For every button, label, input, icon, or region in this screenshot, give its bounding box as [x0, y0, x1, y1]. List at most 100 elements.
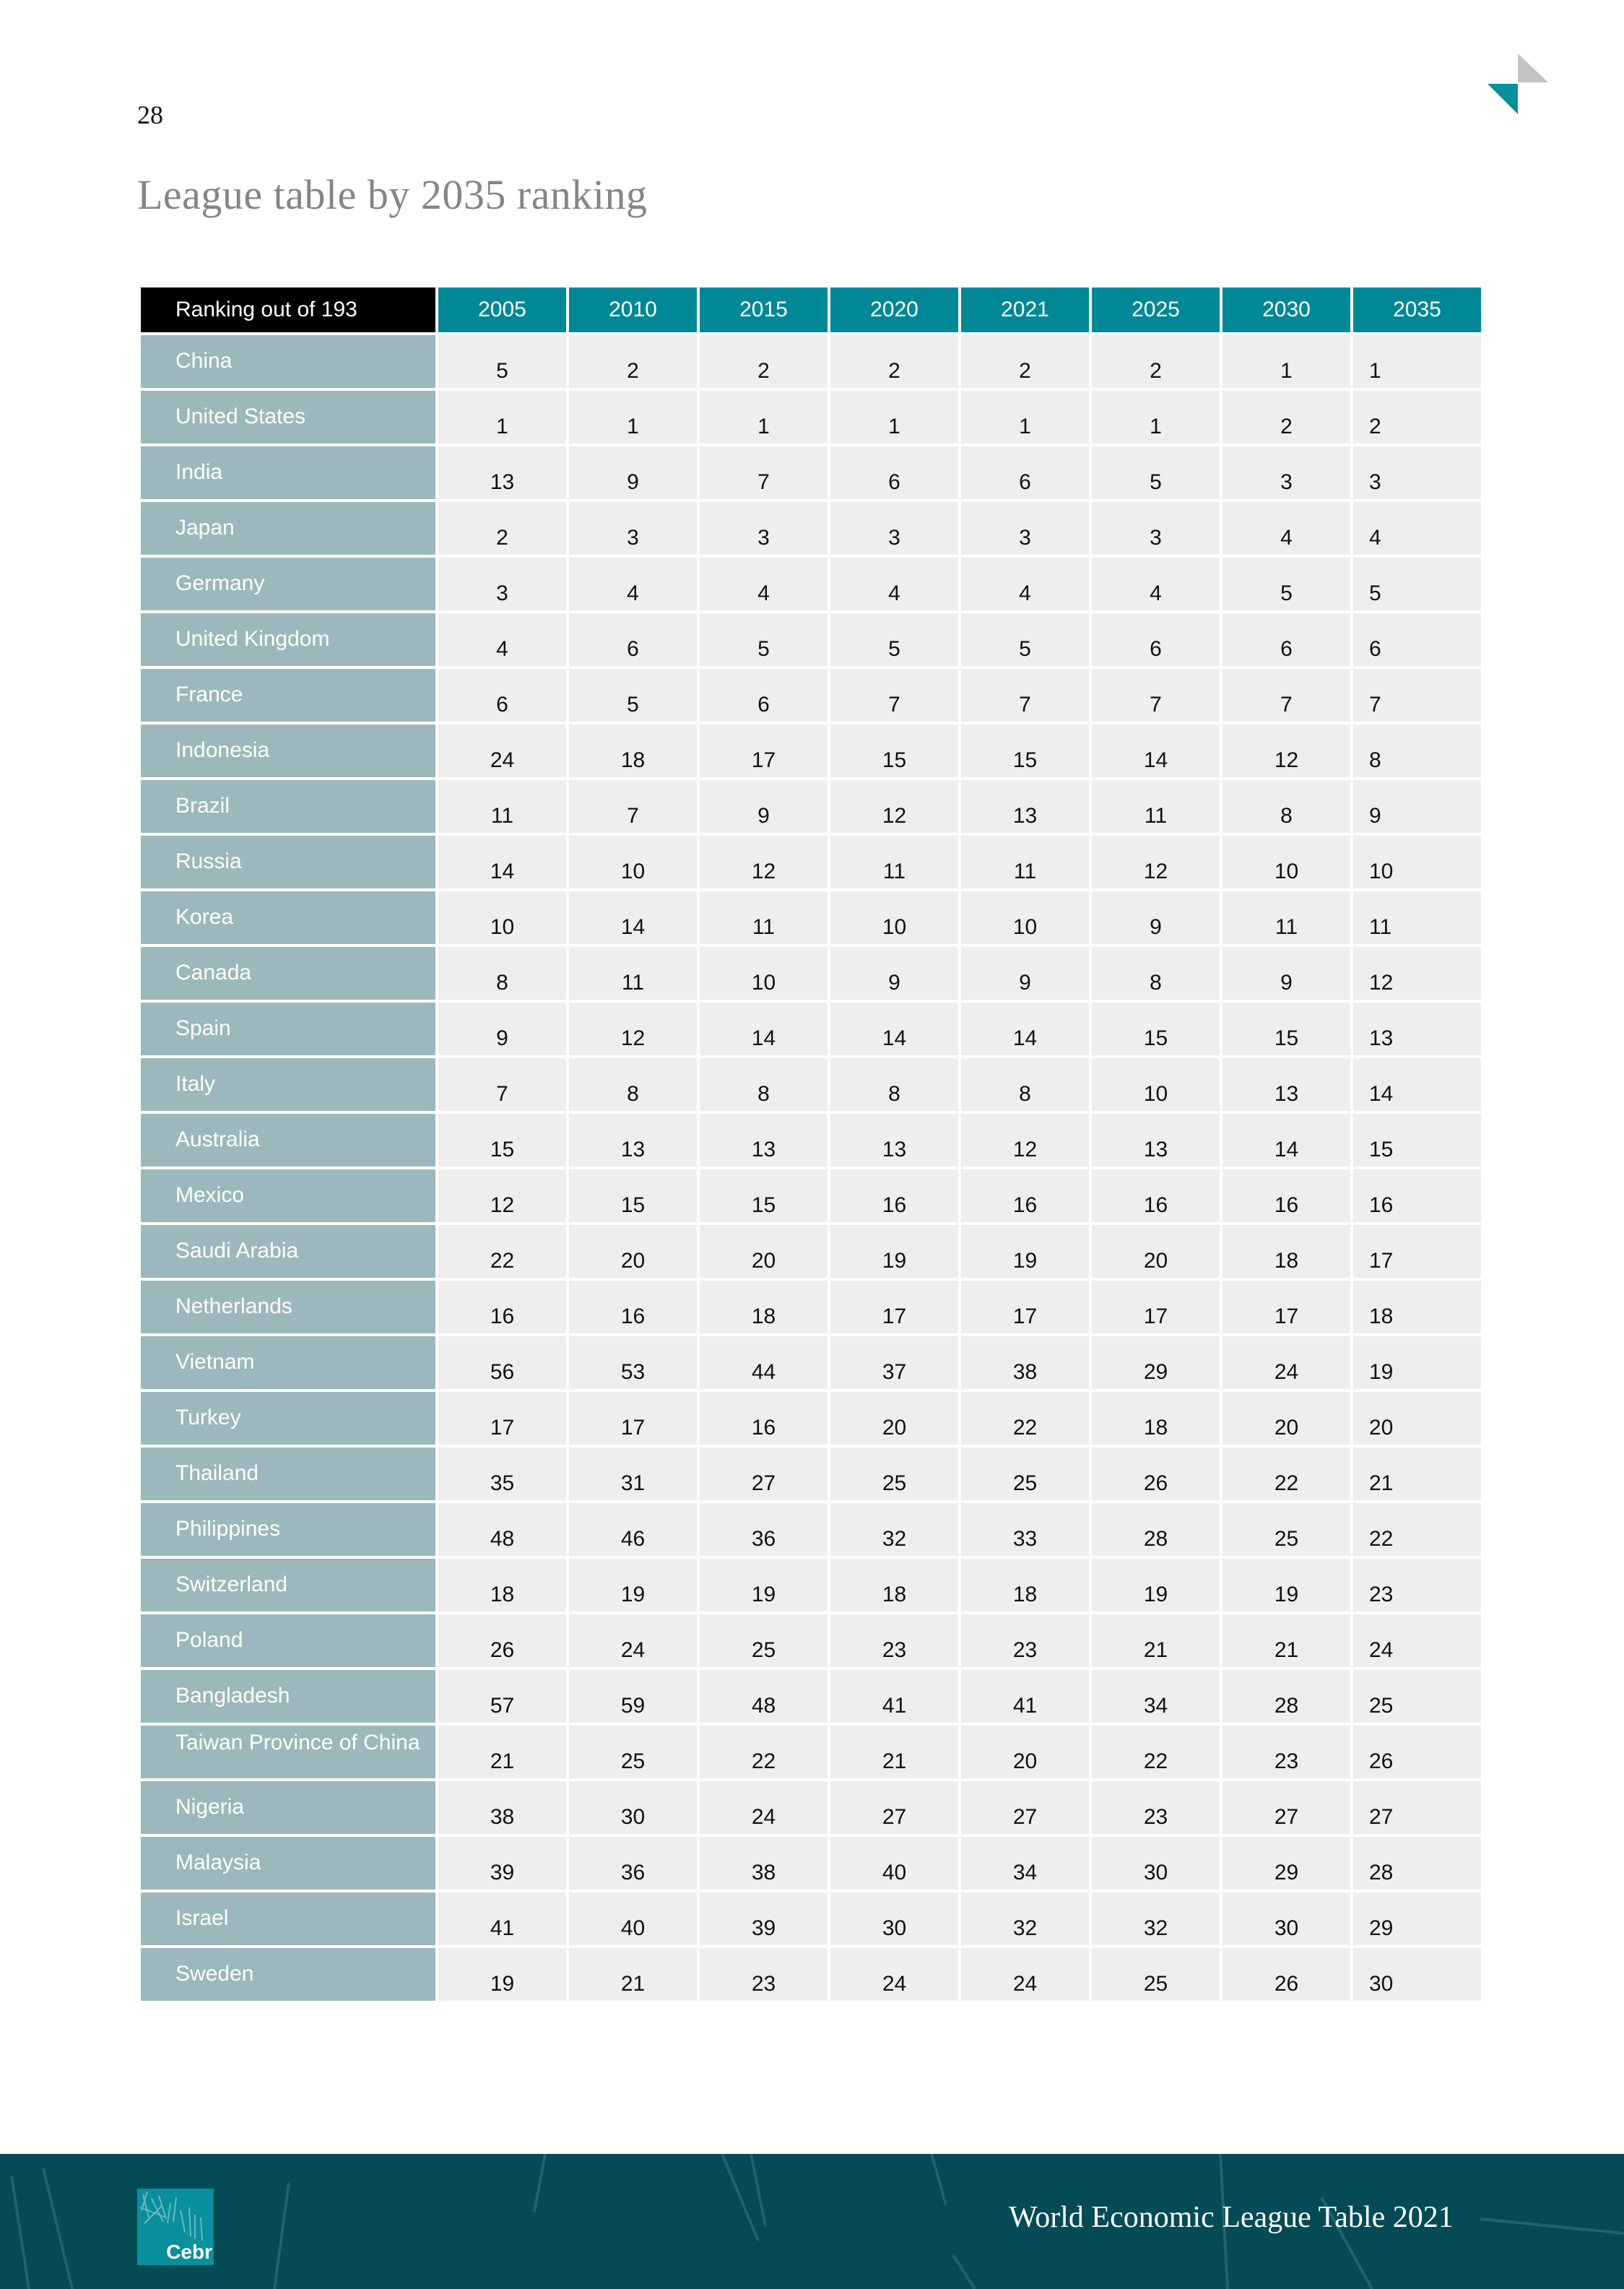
country-name: Nigeria — [141, 1781, 435, 1834]
rank-2015: 11 — [700, 891, 828, 944]
rank-2021: 5 — [961, 613, 1089, 666]
rank-2021: 19 — [961, 1225, 1089, 1278]
rank-2010: 1 — [569, 391, 697, 443]
rank-2021: 12 — [961, 1114, 1089, 1167]
rank-2005: 39 — [438, 1837, 566, 1890]
rank-2035: 20 — [1353, 1392, 1481, 1445]
table-row: Sweden 19 21 23 24 24 25 26 30 — [141, 1948, 1481, 2001]
rank-2021: 32 — [961, 1892, 1089, 1945]
table-row: Poland 26 24 25 23 23 21 21 24 — [141, 1614, 1481, 1667]
rank-2005: 48 — [438, 1503, 566, 1556]
rank-2025: 6 — [1092, 613, 1220, 666]
rank-2015: 16 — [700, 1392, 828, 1445]
rank-2025: 34 — [1092, 1670, 1220, 1723]
rank-2030: 24 — [1223, 1336, 1350, 1389]
rank-2030: 2 — [1223, 391, 1350, 443]
publication-title: World Economic League Table 2021 — [1009, 2201, 1454, 2234]
rank-2020: 27 — [830, 1781, 958, 1834]
rank-2021: 23 — [961, 1614, 1089, 1667]
rank-2015: 14 — [700, 1003, 828, 1055]
rank-2035: 23 — [1353, 1559, 1481, 1611]
rank-2030: 8 — [1223, 780, 1350, 833]
rank-2015: 4 — [700, 558, 828, 610]
rank-2030: 28 — [1223, 1670, 1350, 1723]
country-name: Canada — [141, 947, 435, 1000]
rank-2010: 18 — [569, 724, 697, 777]
rank-2035: 26 — [1353, 1726, 1481, 1778]
rank-2005: 5 — [438, 335, 566, 388]
rank-2030: 21 — [1223, 1614, 1350, 1667]
rank-2015: 36 — [700, 1503, 828, 1556]
rank-2020: 11 — [830, 836, 958, 888]
rank-2025: 30 — [1092, 1837, 1220, 1890]
rank-2021: 27 — [961, 1781, 1089, 1834]
rank-2010: 9 — [569, 446, 697, 499]
table-row: Turkey 17 17 16 20 22 18 20 20 — [141, 1392, 1481, 1445]
rank-2015: 2 — [700, 335, 828, 388]
rank-2030: 29 — [1223, 1837, 1350, 1890]
rank-2005: 18 — [438, 1559, 566, 1611]
rank-2020: 37 — [830, 1336, 958, 1389]
rank-2015: 19 — [700, 1559, 828, 1611]
cebr-logo-lines-icon — [139, 2191, 203, 2241]
rank-2015: 48 — [700, 1670, 828, 1723]
table-row: Switzerland 18 19 19 18 18 19 19 23 — [141, 1559, 1481, 1611]
rank-2015: 27 — [700, 1448, 828, 1500]
country-name: Malaysia — [141, 1837, 435, 1890]
table-row: Thailand 35 31 27 25 25 26 22 21 — [141, 1448, 1481, 1500]
rank-2030: 9 — [1223, 947, 1350, 1000]
table-row: Italy 7 8 8 8 8 10 13 14 — [141, 1058, 1481, 1111]
rank-2005: 10 — [438, 891, 566, 944]
rank-2020: 7 — [830, 669, 958, 722]
rank-2035: 24 — [1353, 1614, 1481, 1667]
rank-2010: 31 — [569, 1448, 697, 1500]
rank-2035: 2 — [1353, 391, 1481, 443]
cebr-logo: Cebr — [137, 2189, 214, 2265]
rank-2010: 20 — [569, 1225, 697, 1278]
country-name: United States — [141, 391, 435, 443]
rank-2010: 36 — [569, 1837, 697, 1890]
rank-2020: 14 — [830, 1003, 958, 1055]
rank-2025: 23 — [1092, 1781, 1220, 1834]
rank-2030: 26 — [1223, 1948, 1350, 2001]
rank-2005: 12 — [438, 1169, 566, 1222]
table-row: Bangladesh 57 59 48 41 41 34 28 25 — [141, 1670, 1481, 1723]
rank-2010: 30 — [569, 1781, 697, 1834]
rank-2021: 38 — [961, 1336, 1089, 1389]
rank-2030: 7 — [1223, 669, 1350, 722]
rank-2030: 12 — [1223, 724, 1350, 777]
rank-2021: 4 — [961, 558, 1089, 610]
rank-2021: 18 — [961, 1559, 1089, 1611]
rank-2025: 22 — [1092, 1726, 1220, 1778]
rank-2010: 25 — [569, 1726, 697, 1778]
rank-2030: 15 — [1223, 1003, 1350, 1055]
rank-2020: 1 — [830, 391, 958, 443]
rank-2010: 3 — [569, 502, 697, 555]
rank-2025: 29 — [1092, 1336, 1220, 1389]
country-name: Indonesia — [141, 724, 435, 777]
rank-2025: 2 — [1092, 335, 1220, 388]
table-row: Australia 15 13 13 13 12 13 14 15 — [141, 1114, 1481, 1167]
rank-2015: 18 — [700, 1281, 828, 1333]
rank-2015: 22 — [700, 1726, 828, 1778]
rank-2015: 15 — [700, 1169, 828, 1222]
country-name: Poland — [141, 1614, 435, 1667]
rank-2021: 8 — [961, 1058, 1089, 1111]
table-row: Indonesia 24 18 17 15 15 14 12 8 — [141, 724, 1481, 777]
rank-2005: 19 — [438, 1948, 566, 2001]
rank-2025: 13 — [1092, 1114, 1220, 1167]
table-row: Netherlands 16 16 18 17 17 17 17 18 — [141, 1281, 1481, 1333]
rank-2005: 8 — [438, 947, 566, 1000]
rank-2030: 3 — [1223, 446, 1350, 499]
rank-2035: 5 — [1353, 558, 1481, 610]
rank-2015: 39 — [700, 1892, 828, 1945]
rank-2020: 23 — [830, 1614, 958, 1667]
rank-2030: 4 — [1223, 502, 1350, 555]
rank-2021: 16 — [961, 1169, 1089, 1222]
rank-2020: 2 — [830, 335, 958, 388]
rank-2010: 8 — [569, 1058, 697, 1111]
table-row: China 5 2 2 2 2 2 1 1 — [141, 335, 1481, 388]
corner-logo-icon — [1488, 53, 1548, 114]
rank-2030: 19 — [1223, 1559, 1350, 1611]
rank-2035: 14 — [1353, 1058, 1481, 1111]
